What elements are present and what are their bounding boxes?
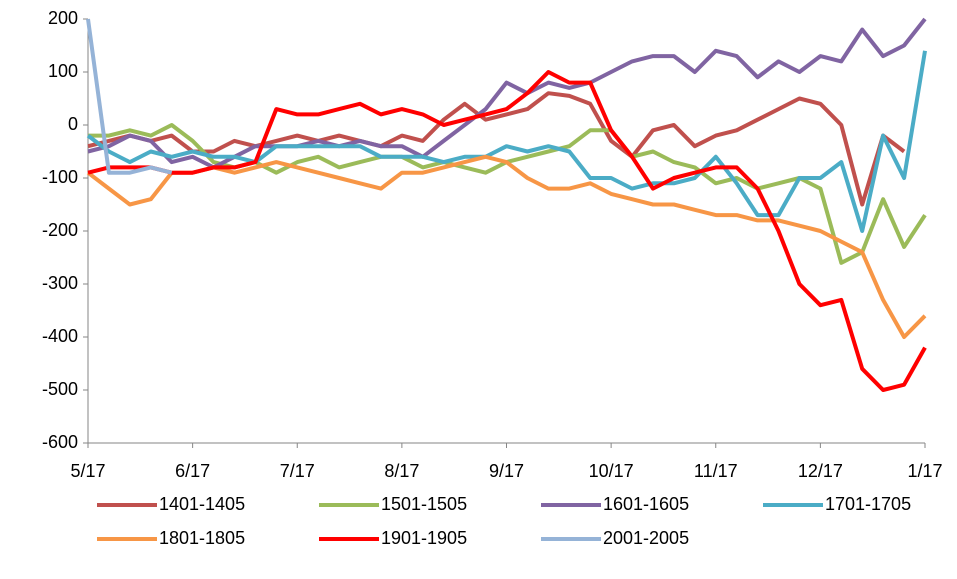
y-tick-label: -500 — [42, 379, 78, 399]
series-line — [87, 70, 927, 392]
legend-label: 1701-1705 — [825, 494, 911, 514]
legend-label: 1601-1605 — [603, 494, 689, 514]
legend-label: 1801-1805 — [159, 528, 245, 548]
x-tick-label: 9/17 — [489, 461, 524, 481]
x-tick-label: 6/17 — [175, 461, 210, 481]
x-tick-label: 1/17 — [907, 461, 942, 481]
legend-label: 1501-1505 — [381, 494, 467, 514]
x-tick-label: 11/17 — [694, 461, 738, 481]
x-tick-label: 8/17 — [384, 461, 419, 481]
y-tick-label: -100 — [42, 167, 78, 187]
x-tick-label: 7/17 — [280, 461, 315, 481]
legend-label: 1401-1405 — [159, 494, 245, 514]
y-tick-label: -300 — [42, 273, 78, 293]
legend-label: 2001-2005 — [603, 528, 689, 548]
y-tick-label: -400 — [42, 326, 78, 346]
x-tick-label: 10/17 — [589, 461, 634, 481]
legend-label: 1901-1905 — [381, 528, 467, 548]
y-tick-label: 200 — [48, 8, 78, 28]
y-tick-label: 100 — [48, 61, 78, 81]
y-tick-label: -600 — [42, 432, 78, 452]
series-line — [86, 50, 927, 233]
series-line — [87, 91, 906, 207]
y-tick-label: 0 — [68, 114, 78, 134]
y-tick-label: -200 — [42, 220, 78, 240]
x-tick-label: 5/17 — [70, 461, 105, 481]
series-line — [87, 17, 927, 170]
series-line — [86, 154, 927, 339]
series-line — [86, 18, 173, 175]
x-tick-label: 12/17 — [798, 461, 843, 481]
